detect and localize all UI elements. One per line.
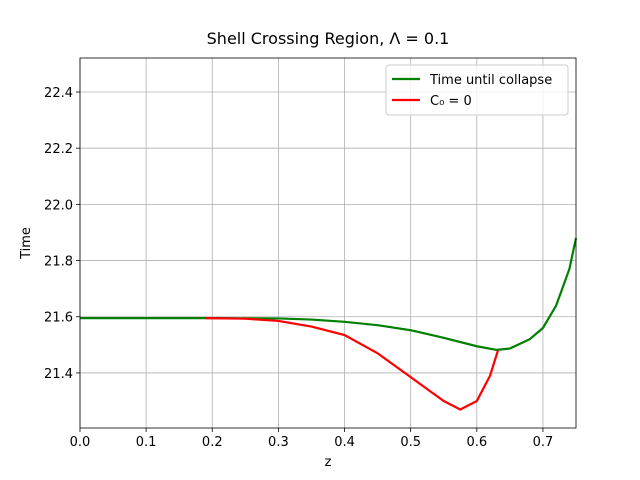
legend-label: C₀ = 0 — [430, 94, 472, 109]
y-tick-label: 21.8 — [44, 255, 73, 270]
y-tick-label: 21.6 — [44, 311, 73, 326]
x-tick-label: 0.6 — [466, 435, 487, 450]
x-tick-label: 0.1 — [136, 435, 157, 450]
legend-label: Time until collapse — [429, 73, 552, 88]
y-axis-label: Time — [19, 227, 34, 260]
x-tick-label: 0.5 — [400, 435, 421, 450]
series-line — [205, 317, 500, 411]
y-tick-label: 22.0 — [44, 198, 73, 213]
grid — [79, 58, 576, 428]
x-tick-label: 0.7 — [533, 435, 554, 450]
x-tick-label: 0.2 — [202, 435, 223, 450]
legend: Time until collapse C₀ = 0 — [385, 64, 569, 116]
x-tick-label: 0.3 — [268, 435, 289, 450]
plot — [80, 237, 578, 411]
axes-frame — [79, 57, 577, 429]
series-line — [80, 237, 578, 352]
x-tick-label: 0.4 — [334, 435, 355, 450]
legend-box — [385, 64, 569, 116]
y-tick-label: 22.4 — [44, 86, 73, 101]
x-tick-label: 0.0 — [70, 435, 91, 450]
y-tick-label: 22.2 — [44, 142, 73, 157]
chart-title: Shell Crossing Region, Λ = 0.1 — [207, 29, 450, 48]
x-axis-label: z — [325, 455, 332, 470]
y-tick-label: 21.4 — [44, 367, 73, 382]
